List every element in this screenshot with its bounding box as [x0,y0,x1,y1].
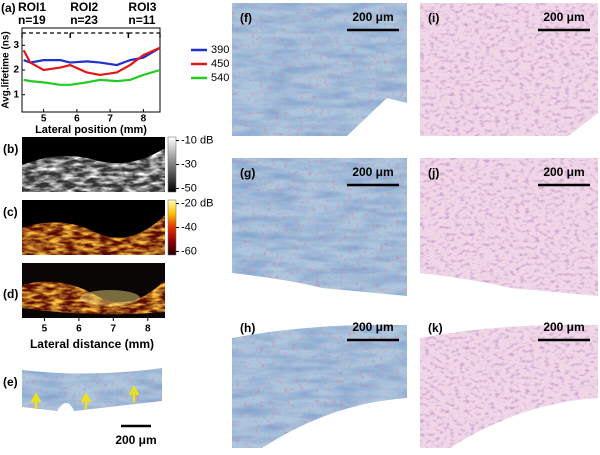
x-tick-label: 5 [41,114,47,125]
y-tick-label: 1 [13,89,19,100]
colorbar-tick-label: -20 dB [181,197,213,209]
image-texture [420,158,598,298]
x-tick-label: 7 [107,114,113,125]
panel-label: (g) [240,166,255,180]
colorbar-tick-label: -40 [181,221,197,233]
x-tick-label: 5 [42,324,48,335]
panel-label: (k) [428,321,443,335]
colorbar [167,199,177,256]
background-region [420,313,598,448]
scale-bar-label: 200 μm [543,10,584,24]
region-name: ROI3 [128,0,156,14]
x-tick-label: 6 [76,324,82,335]
colorbar [167,136,177,193]
panel-label: (b) [3,142,18,156]
panel-label: (c) [3,205,18,219]
arrow [128,385,140,402]
x-tick-label: 8 [145,324,151,335]
scale-bar-label: 200 μm [352,320,393,334]
x-tick-label: 8 [141,114,147,125]
panel-label: (e) [3,375,18,389]
y-tick-label: 2 [13,65,19,76]
colorbar-tick-label: -50 [181,182,197,194]
scale-bar-label: 200 μm [352,165,393,179]
scale-bar-label: 200 μm [115,433,156,447]
region-name: ROI1 [18,0,46,14]
scale-bar-label: 200 μm [352,10,393,24]
region-count: n=11 [128,13,155,27]
arrow [30,392,42,409]
series-line [23,46,161,67]
background-region [232,313,407,448]
region-count: n=23 [70,13,98,27]
y-tick-label: 3 [13,40,19,51]
panel-label: (i) [428,11,439,25]
image-highlight [80,290,140,306]
background-region [22,360,162,415]
y-axis-label: Avg.lifetime (ns) [1,31,12,108]
x-tick-label: 7 [111,324,117,335]
scale-bar-label: 200 μm [543,320,584,334]
panel-label: (d) [3,287,18,301]
arrow [80,392,92,409]
image-texture [232,158,407,298]
panel-label: (f) [240,11,252,25]
image-texture [420,3,598,136]
background-region [232,273,407,298]
panel-label: (h) [240,321,255,335]
background-region [347,98,407,136]
x-axis-label: Lateral position (mm) [35,124,147,136]
panel-label: (a) [1,1,16,15]
panel-label: (j) [428,166,439,180]
scale-bar-label: 200 μm [543,165,584,179]
background-region [420,273,598,298]
colorbar-tick-label: -30 [181,158,197,170]
series-line [23,68,161,86]
region-count: n=19 [18,13,46,27]
x-axis-label: Lateral distance (mm) [30,337,154,351]
colorbar-tick-label: -10 dB [181,134,213,146]
series-line [22,46,161,77]
background-region [568,113,598,136]
x-tick-label: 6 [74,114,80,125]
colorbar-tick-label: -60 [181,245,197,257]
region-name: ROI2 [70,0,98,14]
